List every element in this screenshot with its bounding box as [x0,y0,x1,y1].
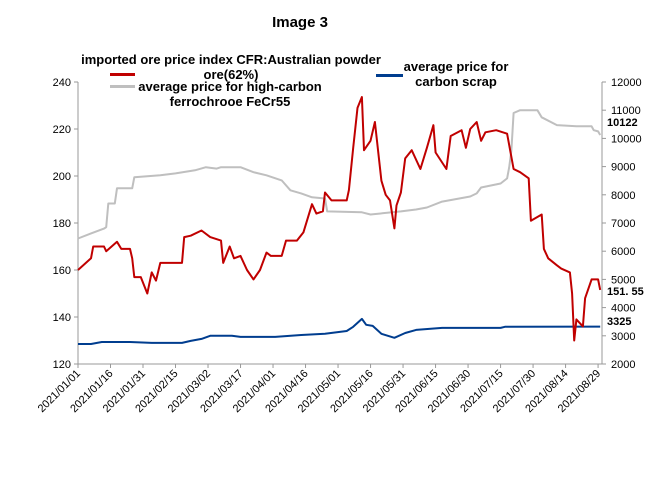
right-tick-label: 11000 [611,105,641,117]
legend-swatch-ferrochrome [110,85,135,88]
right-tick-label: 8000 [611,190,635,202]
left-tick-label: 120 [53,359,71,371]
legend-label-scrap: average price for carbon scrap [403,59,509,89]
left-tick-label: 240 [53,77,71,89]
left-tick-label: 160 [53,265,71,277]
right-tick-label: 12000 [611,77,642,89]
series-line-scrap [78,317,601,345]
right-tick-label: 7000 [611,218,635,230]
left-tick-label: 180 [53,218,71,230]
end-label-ore: 151. 55 [607,286,644,298]
legend-swatch-ore [110,73,135,76]
series-line-ore [77,96,602,342]
legend-label-ferrochrome: average price for high-carbon ferrochroo… [138,79,322,109]
left-tick-label: 200 [53,171,71,183]
right-tick-label: 2000 [611,359,635,371]
right-tick-label: 6000 [611,246,635,258]
legend-swatch-scrap [376,74,403,77]
right-tick-label: 9000 [611,162,635,174]
right-tick-label: 4000 [611,303,635,315]
left-tick-label: 220 [53,124,71,136]
end-label-ferrochrome: 10122 [607,117,638,129]
end-label-scrap: 3325 [607,316,632,328]
chart-title: Image 3 [272,14,328,31]
right-tick-label: 5000 [611,274,635,286]
left-tick-label: 140 [53,312,71,324]
series-line-ferrochrome [77,109,602,240]
right-tick-label: 10000 [611,133,642,145]
right-tick-label: 3000 [611,331,635,343]
legend-label-ore: imported ore price index CFR:Australian … [81,52,381,82]
